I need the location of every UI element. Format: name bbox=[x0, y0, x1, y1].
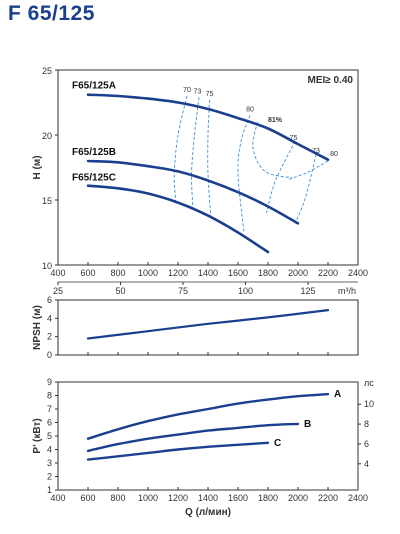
x-tick-label: 2200 bbox=[318, 493, 338, 503]
efficiency-label: 81% bbox=[268, 117, 283, 124]
x-tick-label: 1200 bbox=[168, 493, 188, 503]
x-tick-label: 800 bbox=[110, 268, 125, 278]
x-tick-label: 1200 bbox=[168, 268, 188, 278]
y-tick-label: 2 bbox=[47, 332, 52, 342]
efficiency-label: 70 bbox=[183, 87, 191, 94]
secondary-y-tick-label: 10 bbox=[364, 399, 374, 409]
x-tick-label: 1000 bbox=[138, 493, 158, 503]
power-curve-b bbox=[86, 422, 300, 453]
secondary-x-tick-label: 100 bbox=[238, 286, 253, 296]
secondary-x-tick-label: 75 bbox=[178, 286, 188, 296]
efficiency-contour bbox=[191, 97, 200, 211]
y-axis-title-power: P’ (кВт) bbox=[32, 418, 43, 453]
npsh-curve bbox=[86, 309, 330, 340]
power-curve-label: B bbox=[304, 419, 311, 430]
secondary-y-tick-label: 6 bbox=[364, 439, 369, 449]
x-tick-label: 1000 bbox=[138, 268, 158, 278]
efficiency-label: 73 bbox=[194, 88, 202, 95]
y-tick-label: 4 bbox=[47, 313, 52, 323]
x-tick-label: 400 bbox=[50, 493, 65, 503]
x-tick-label: 2400 bbox=[348, 493, 368, 503]
head-curve-label: F65/125C bbox=[72, 173, 116, 184]
mei-annotation: MEI≥ 0.40 bbox=[307, 75, 353, 86]
secondary-x-tick-label: 50 bbox=[115, 286, 125, 296]
efficiency-label: 75 bbox=[290, 135, 298, 142]
y-axis-title-npsh: NPSH (м) bbox=[32, 305, 43, 350]
y-tick-label: 6 bbox=[47, 418, 52, 428]
x-tick-label: 2000 bbox=[288, 493, 308, 503]
efficiency-contour bbox=[173, 95, 188, 202]
y-tick-label: 15 bbox=[42, 196, 52, 206]
secondary-x-tick-label: 25 bbox=[53, 286, 63, 296]
y-tick-label: 8 bbox=[47, 391, 52, 401]
power-curve-label: A bbox=[334, 389, 341, 400]
efficiency-contour bbox=[237, 115, 251, 233]
head-curve-a bbox=[86, 93, 330, 161]
x-tick-label: 1400 bbox=[198, 493, 218, 503]
efficiency-contour bbox=[266, 141, 296, 214]
efficiency-contour bbox=[207, 99, 212, 220]
y-tick-label: 25 bbox=[42, 66, 52, 76]
x-tick-label: 400 bbox=[50, 268, 65, 278]
x-tick-label: 1600 bbox=[228, 268, 248, 278]
y-tick-label: 6 bbox=[47, 295, 52, 305]
secondary-x-unit-label: m³/h bbox=[338, 286, 356, 296]
x-tick-label: 1400 bbox=[198, 268, 218, 278]
secondary-y-tick-label: 4 bbox=[364, 459, 369, 469]
power-curve-label: C bbox=[274, 438, 281, 449]
efficiency-label: 80 bbox=[330, 151, 338, 158]
secondary-y-unit-label: лс bbox=[364, 378, 374, 388]
head-curve-label: F65/125A bbox=[72, 81, 116, 92]
plot-frame-power bbox=[57, 381, 359, 491]
x-axis-title: Q (л/мин) bbox=[185, 507, 231, 518]
y-tick-label: 2 bbox=[47, 472, 52, 482]
x-tick-label: 600 bbox=[80, 493, 95, 503]
y-tick-label: 3 bbox=[47, 458, 52, 468]
head-curve-label: F65/125B bbox=[72, 147, 116, 158]
x-tick-label: 2000 bbox=[288, 268, 308, 278]
y-tick-label: 0 bbox=[47, 350, 52, 360]
power-curve-c bbox=[86, 441, 270, 461]
x-tick-label: 1800 bbox=[258, 493, 278, 503]
efficiency-label: 80 bbox=[246, 107, 254, 114]
efficiency-label: 73 bbox=[312, 148, 320, 155]
efficiency-contour bbox=[294, 154, 317, 224]
y-axis-title-head: H (м) bbox=[32, 155, 43, 179]
y-tick-label: 10 bbox=[42, 261, 52, 271]
head-curve-c bbox=[86, 184, 270, 254]
y-tick-label: 4 bbox=[47, 445, 52, 455]
x-tick-label: 1800 bbox=[258, 268, 278, 278]
secondary-y-tick-label: 8 bbox=[364, 419, 369, 429]
y-tick-label: 7 bbox=[47, 404, 52, 414]
efficiency-contour bbox=[252, 121, 293, 179]
x-tick-label: 2200 bbox=[318, 268, 338, 278]
power-curve-a bbox=[86, 392, 330, 440]
plot-frame-npsh bbox=[57, 299, 359, 356]
secondary-x-tick-label: 125 bbox=[300, 286, 315, 296]
x-tick-label: 800 bbox=[110, 493, 125, 503]
y-tick-label: 20 bbox=[42, 131, 52, 141]
x-tick-label: 600 bbox=[80, 268, 95, 278]
y-tick-label: 9 bbox=[47, 377, 52, 387]
y-tick-label: 5 bbox=[47, 431, 52, 441]
head-curve-b bbox=[86, 159, 300, 225]
x-tick-label: 1600 bbox=[228, 493, 248, 503]
efficiency-contour bbox=[288, 160, 329, 180]
x-tick-label: 2400 bbox=[348, 268, 368, 278]
efficiency-label: 75 bbox=[206, 91, 214, 98]
page-title: F 65/125 bbox=[8, 2, 95, 25]
y-tick-label: 1 bbox=[47, 485, 52, 495]
